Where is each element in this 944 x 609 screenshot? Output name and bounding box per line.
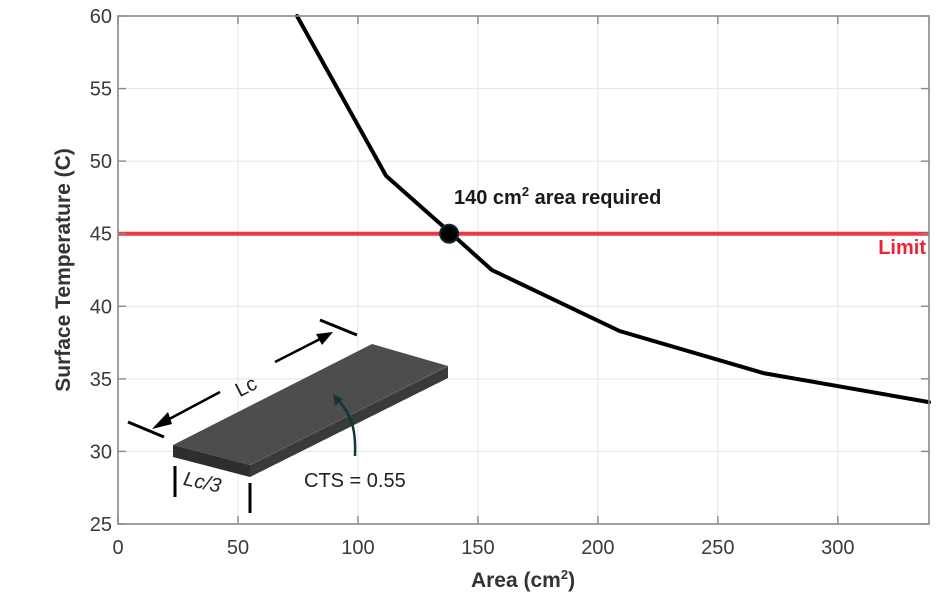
x-tick-label: 150 bbox=[461, 537, 494, 559]
x-tick-label: 200 bbox=[581, 537, 614, 559]
x-axis-title-close: ) bbox=[568, 569, 575, 592]
plate-front-edge bbox=[173, 445, 250, 477]
y-tick-label: 50 bbox=[90, 151, 112, 173]
length-end-tick-left bbox=[127, 420, 165, 439]
plot-frame bbox=[117, 15, 930, 525]
length-arrow-right bbox=[274, 334, 327, 364]
plate-illustration: Lc Lc/3 CTS = 0.55 bbox=[127, 318, 449, 513]
y-tick-label: 45 bbox=[90, 224, 112, 246]
x-axis-title-main: Area (cm bbox=[471, 569, 561, 592]
arrowhead-left-icon bbox=[152, 412, 172, 429]
length-label: Lc bbox=[232, 373, 261, 402]
temperature-curve bbox=[295, 14, 931, 405]
length-end-tick-right bbox=[319, 318, 358, 337]
y-tick-label: 35 bbox=[90, 369, 112, 391]
annotation-superscript: 2 bbox=[522, 184, 529, 199]
x-tick-label: 50 bbox=[227, 537, 249, 559]
annotation-main-text: 140 cm bbox=[454, 187, 522, 209]
plate-side-edge bbox=[250, 366, 448, 477]
limit-label: Limit bbox=[878, 237, 926, 259]
y-tick-label: 60 bbox=[90, 6, 112, 28]
x-axis-title: Area (cm2) bbox=[471, 567, 575, 592]
y-tick-label: 25 bbox=[90, 514, 112, 536]
arrowhead-right-icon bbox=[316, 332, 333, 345]
x-tick-label: 0 bbox=[112, 537, 123, 559]
y-tick-label: 55 bbox=[90, 79, 112, 101]
x-axis-title-sup: 2 bbox=[561, 567, 568, 582]
annotation-rest-text: area required bbox=[529, 187, 661, 209]
x-tick-label: 100 bbox=[341, 537, 374, 559]
y-tick-label: 30 bbox=[90, 441, 112, 463]
intersection-point bbox=[439, 223, 460, 244]
axes bbox=[117, 15, 930, 525]
plate-top-face bbox=[173, 344, 448, 465]
area-required-annotation: 140 cm2 area required bbox=[454, 184, 661, 209]
cts-arrowhead-icon bbox=[333, 394, 343, 406]
intersection-marker bbox=[439, 223, 460, 244]
y-tick-label: 40 bbox=[90, 296, 112, 318]
x-tick-label: 250 bbox=[701, 537, 734, 559]
cts-label: CTS = 0.55 bbox=[304, 470, 406, 492]
y-axis-title: Surface Temperature (C) bbox=[52, 148, 75, 392]
x-tick-label: 300 bbox=[821, 537, 854, 559]
cts-pointer-arrow bbox=[337, 399, 357, 457]
width-label: Lc/3 bbox=[181, 468, 223, 497]
data-series bbox=[295, 14, 931, 405]
tick-labels: 0 50 100 150 200 250 300 25 30 35 40 45 50 55 60 bbox=[90, 6, 855, 559]
